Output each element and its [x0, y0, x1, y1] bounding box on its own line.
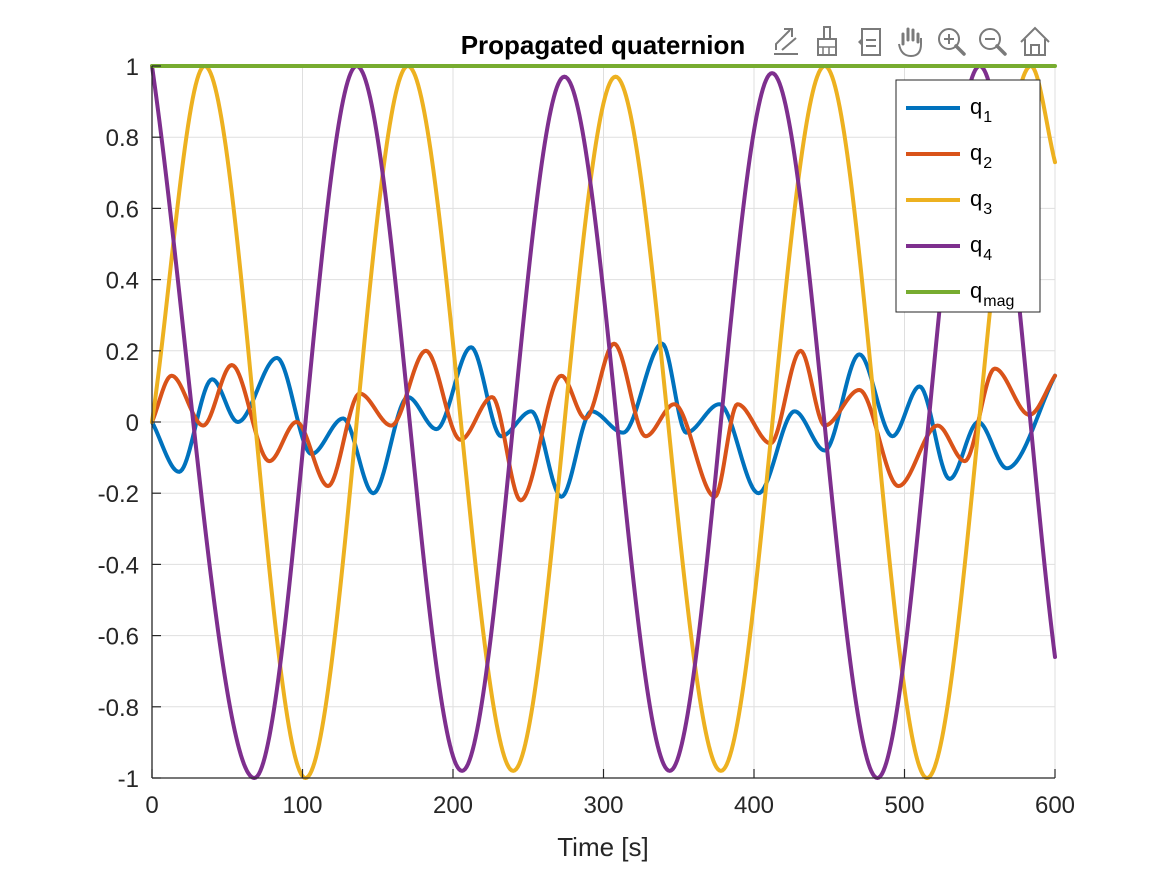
legend-item-q4: q4: [906, 232, 992, 264]
y-tick-label: -1: [118, 766, 139, 793]
datatips-button[interactable]: [852, 24, 888, 60]
x-tick-label: 0: [145, 792, 158, 819]
brush-button[interactable]: [809, 24, 845, 60]
y-tick-label: 0.2: [106, 339, 139, 366]
legend[interactable]: q1 q2 q3 q4 qmag: [895, 79, 1041, 313]
legend-label: q3: [970, 186, 992, 218]
zoom-in-button[interactable]: [934, 24, 970, 60]
pan-hand-icon: [898, 27, 922, 58]
x-tick-label: 300: [583, 792, 623, 819]
x-tick-label: 400: [734, 792, 774, 819]
legend-item-q2: q2: [906, 140, 992, 172]
y-tick-label: 0: [126, 410, 139, 437]
chart-title: Propagated quaternion: [461, 30, 746, 60]
y-tick-label: -0.8: [98, 695, 139, 722]
legend-item-q3: q3: [906, 186, 992, 218]
legend-label: q1: [970, 94, 992, 126]
y-tick-label: -0.6: [98, 624, 139, 651]
y-tick-label: -0.4: [98, 552, 139, 579]
x-tick-label: 500: [884, 792, 924, 819]
axes-toolbar: [764, 22, 1058, 62]
zoom-in-icon: [938, 28, 966, 56]
pan-button[interactable]: [893, 24, 929, 60]
restore-view-button[interactable]: [1017, 24, 1053, 60]
legend-label: qmag: [970, 278, 1014, 310]
x-axis-label: Time [s]: [557, 832, 648, 862]
legend-item-q1: q1: [906, 94, 992, 126]
legend-label: q4: [970, 232, 992, 264]
datatips-icon: [858, 28, 881, 56]
home-icon: [1020, 26, 1050, 56]
x-tick-label: 600: [1035, 792, 1075, 819]
series-line-q4: [150, 64, 1057, 780]
axes-box: [151, 65, 1056, 779]
brush-icon: [817, 26, 837, 56]
export-button[interactable]: [768, 24, 804, 60]
legend-box: [895, 79, 1041, 313]
x-tick-label: 100: [282, 792, 322, 819]
tick-labels: 0 100 200 300 400 500 600 -1 -0.8 -0.6 -0.4 -0.2 0 0.…: [98, 54, 1075, 819]
y-tick-label: 0.8: [106, 125, 139, 152]
zoom-out-button[interactable]: [975, 24, 1011, 60]
legend-item-qmag: qmag: [906, 278, 1014, 310]
export-icon: [774, 28, 798, 55]
x-tick-label: 200: [433, 792, 473, 819]
y-tick-label: -0.2: [98, 481, 139, 508]
zoom-out-icon: [979, 28, 1007, 56]
y-tick-label: 0.6: [106, 196, 139, 223]
series-line-q2: [150, 341, 1057, 503]
y-tick-label: 1: [126, 54, 139, 81]
y-tick-label: 0.4: [106, 268, 139, 295]
legend-label: q2: [970, 140, 992, 172]
